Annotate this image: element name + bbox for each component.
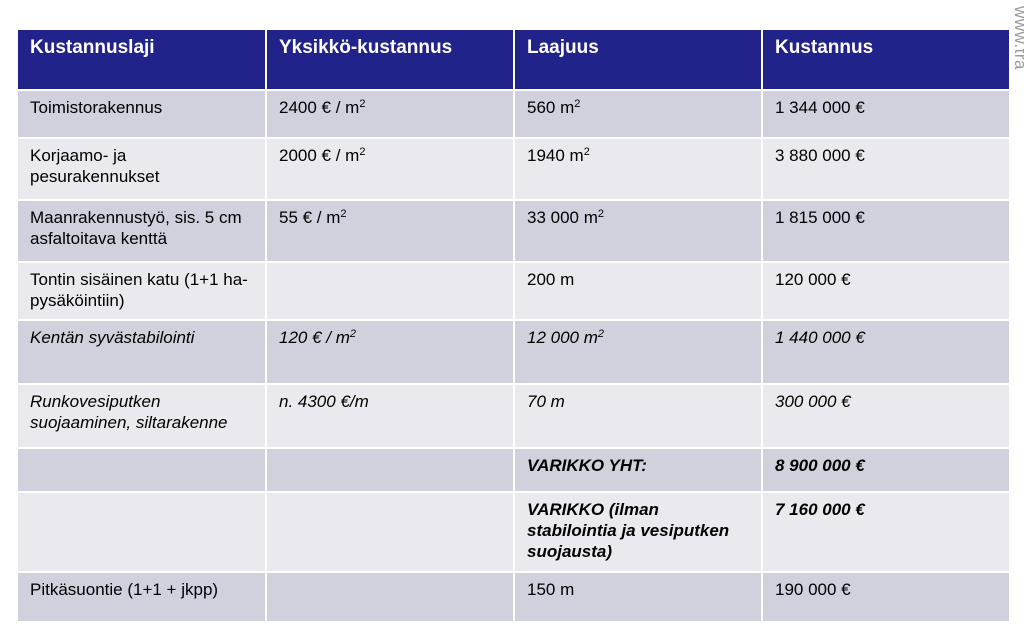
cell-unit-cost [265,491,515,573]
cell-cost: 3 880 000 € [761,137,1011,201]
cell-extent: 12 000 m2 [513,319,763,385]
cell-unit-cost: 2400 € / m2 [265,89,515,139]
cell-unit-cost [265,261,515,321]
cell-cost: 300 000 € [761,383,1011,449]
cell-cost: 120 000 € [761,261,1011,321]
cell-extent: 70 m [513,383,763,449]
cell-cost-type: Maanrakennustyö, sis. 5 cm asfaltoitava … [16,199,267,263]
cell-cost-type [16,447,267,493]
cell-cost: 1 344 000 € [761,89,1011,139]
cell-extent: VARIKKO YHT: [513,447,763,493]
cell-unit-cost [265,571,515,623]
table-row: Pitkäsuontie (1+1 + jkpp) 150 m 190 000 … [16,571,1011,623]
cell-unit-cost: 55 € / m2 [265,199,515,263]
table-row: VARIKKO YHT: 8 900 000 € [16,447,1011,493]
cell-unit-cost: n. 4300 €/m [265,383,515,449]
cell-unit-cost: 120 € / m2 [265,319,515,385]
table-row: Tontin sisäinen katu (1+1 ha-pysäköintii… [16,261,1011,321]
cell-extent: 150 m [513,571,763,623]
header-cost: Kustannus [761,28,1011,91]
cell-extent: 200 m [513,261,763,321]
table-row: Maanrakennustyö, sis. 5 cm asfaltoitava … [16,199,1011,263]
table-row: Korjaamo- ja pesurakennukset 2000 € / m2… [16,137,1011,201]
cell-extent: 33 000 m2 [513,199,763,263]
cell-extent: VARIKKO (ilman stabilointia ja vesiputke… [513,491,763,573]
cell-cost-type: Korjaamo- ja pesurakennukset [16,137,267,201]
cell-unit-cost [265,447,515,493]
cell-cost-type: Kentän syvästabilointi [16,319,267,385]
cell-cost: 1 815 000 € [761,199,1011,263]
table-row: Runkovesiputken suojaaminen, siltarakenn… [16,383,1011,449]
table-row: Kentän syvästabilointi 120 € / m2 12 000… [16,319,1011,385]
cell-cost-type: Pitkäsuontie (1+1 + jkpp) [16,571,267,623]
cell-cost-type: Tontin sisäinen katu (1+1 ha-pysäköintii… [16,261,267,321]
table-row: Toimistorakennus 2400 € / m2 560 m2 1 34… [16,89,1011,139]
cell-cost-type: Runkovesiputken suojaaminen, siltarakenn… [16,383,267,449]
cell-cost: 190 000 € [761,571,1011,623]
cell-cost: 1 440 000 € [761,319,1011,385]
header-row: Kustannuslaji Yksikkö-kustannus Laajuus … [16,28,1011,91]
cell-cost-type [16,491,267,573]
cell-extent: 1940 m2 [513,137,763,201]
cost-table: Kustannuslaji Yksikkö-kustannus Laajuus … [16,28,1011,623]
watermark-text: www.tra [1011,6,1024,70]
cell-unit-cost: 2000 € / m2 [265,137,515,201]
header-unit-cost: Yksikkö-kustannus [265,28,515,91]
header-extent: Laajuus [513,28,763,91]
table-row: VARIKKO (ilman stabilointia ja vesiputke… [16,491,1011,573]
cell-cost: 8 900 000 € [761,447,1011,493]
cell-extent: 560 m2 [513,89,763,139]
cell-cost-type: Toimistorakennus [16,89,267,139]
header-cost-type: Kustannuslaji [16,28,267,91]
cell-cost: 7 160 000 € [761,491,1011,573]
